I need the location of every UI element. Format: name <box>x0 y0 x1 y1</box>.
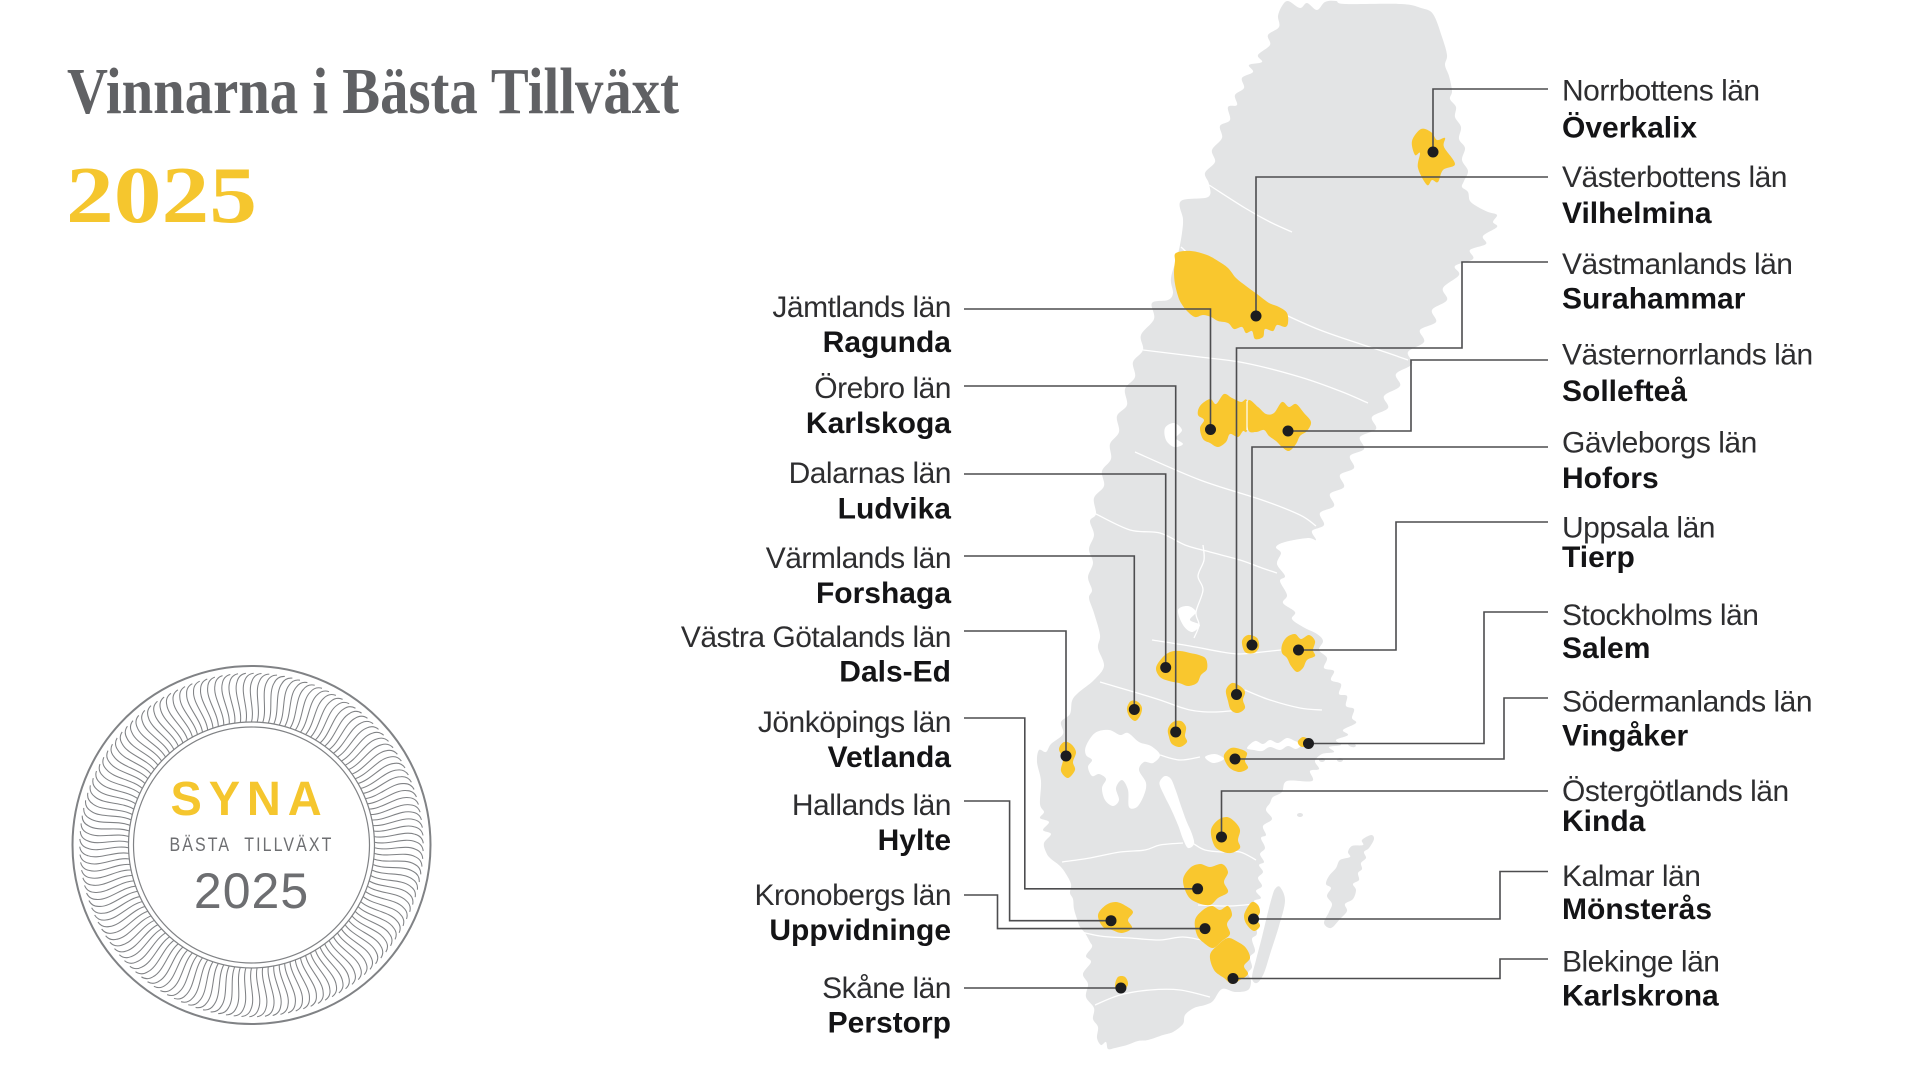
svg-text:Östergötlands län: Östergötlands län <box>1562 775 1789 808</box>
svg-text:Vinnarna i Bästa Tillväxt: Vinnarna i Bästa Tillväxt <box>67 55 679 128</box>
svg-text:Vingåker: Vingåker <box>1562 719 1689 752</box>
svg-text:Uppsala län: Uppsala län <box>1562 512 1715 545</box>
svg-text:Perstorp: Perstorp <box>828 1007 951 1040</box>
svg-text:Västmanlands län: Västmanlands län <box>1562 248 1792 281</box>
svg-text:Sollefteå: Sollefteå <box>1562 375 1687 408</box>
svg-text:Ludvika: Ludvika <box>838 493 952 526</box>
svg-text:Kronobergs län: Kronobergs län <box>755 879 951 912</box>
svg-text:Dals-Ed: Dals-Ed <box>839 656 951 689</box>
svg-text:Kinda: Kinda <box>1562 805 1646 838</box>
svg-text:Uppvidninge: Uppvidninge <box>769 914 951 947</box>
svg-text:Mönsterås: Mönsterås <box>1562 893 1712 926</box>
svg-text:Hallands län: Hallands län <box>792 789 951 822</box>
svg-text:Kalmar län: Kalmar län <box>1562 860 1700 893</box>
svg-text:Vetlanda: Vetlanda <box>828 741 952 774</box>
svg-text:Västra Götalands län: Västra Götalands län <box>681 621 951 654</box>
svg-text:Salem: Salem <box>1562 632 1650 665</box>
svg-text:BÄSTA TILLVÄXT: BÄSTA TILLVÄXT <box>170 835 334 856</box>
svg-text:Södermanlands län: Södermanlands län <box>1562 686 1812 719</box>
svg-text:Hylte: Hylte <box>878 824 951 857</box>
svg-text:Surahammar: Surahammar <box>1562 283 1746 316</box>
svg-text:Blekinge län: Blekinge län <box>1562 946 1719 979</box>
svg-text:Stockholms län: Stockholms län <box>1562 599 1758 632</box>
svg-text:Västernorrlands län: Västernorrlands län <box>1562 339 1813 372</box>
svg-text:Gävleborgs län: Gävleborgs län <box>1562 426 1757 459</box>
svg-text:Värmlands län: Värmlands län <box>766 542 951 575</box>
svg-text:Forshaga: Forshaga <box>816 577 951 610</box>
svg-text:2025: 2025 <box>66 152 257 240</box>
svg-text:Ragunda: Ragunda <box>823 326 952 359</box>
svg-text:2025: 2025 <box>194 863 309 919</box>
svg-text:Karlskoga: Karlskoga <box>806 407 951 440</box>
svg-text:Örebro län: Örebro län <box>814 372 951 405</box>
svg-text:Skåne län: Skåne län <box>822 972 951 1005</box>
svg-text:Karlskrona: Karlskrona <box>1562 979 1719 1012</box>
svg-text:Norrbottens län: Norrbottens län <box>1562 75 1760 108</box>
svg-text:Hofors: Hofors <box>1562 462 1659 495</box>
svg-text:Jönköpings län: Jönköpings län <box>758 706 951 739</box>
svg-text:Överkalix: Överkalix <box>1562 111 1697 144</box>
svg-text:Jämtlands län: Jämtlands län <box>772 291 951 324</box>
svg-text:Tierp: Tierp <box>1562 541 1635 574</box>
svg-text:Vilhelmina: Vilhelmina <box>1562 197 1712 230</box>
svg-text:Västerbottens län: Västerbottens län <box>1562 161 1787 194</box>
svg-text:Dalarnas län: Dalarnas län <box>789 457 951 490</box>
svg-text:SYNA: SYNA <box>171 773 329 826</box>
